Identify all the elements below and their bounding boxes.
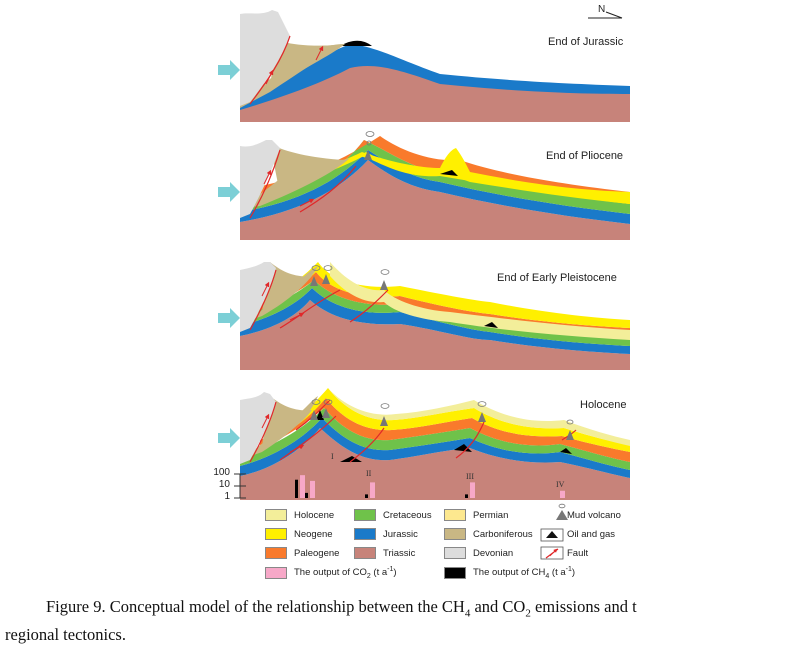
scale-tick-10: 10 <box>218 479 230 490</box>
ch4-bar-1 <box>295 479 298 498</box>
legend-label-carboniferous: Carboniferous <box>473 528 533 540</box>
stage-label-early-pleistocene: End of Early Pleistocene <box>497 272 617 284</box>
ch4-bar-3 <box>365 494 368 498</box>
ch4-bar-2 <box>305 492 308 498</box>
legend-cretaceous: Cretaceous <box>354 508 432 522</box>
legend-holocene: Holocene <box>265 508 334 522</box>
legend-label-permian: Permian <box>473 509 509 521</box>
legend-ch4: The output of CH4 (t a-1) <box>444 566 575 580</box>
legend-devonian: Devonian <box>444 546 513 560</box>
site-label-i: I <box>331 452 334 461</box>
legend-label-holocene: Holocene <box>294 509 335 521</box>
legend-label-neogene: Neogene <box>294 528 333 540</box>
legend-swatch-paleogene <box>265 547 287 559</box>
site-label-iii: III <box>466 472 474 481</box>
legend-label-co2: The output of CO2 (t a-1) <box>294 565 397 581</box>
co2-bar-2 <box>310 480 315 498</box>
legend-label-cretaceous: Cretaceous <box>383 509 432 521</box>
site-label-ii: II <box>366 469 372 478</box>
legend-label-triassic: Triassic <box>383 547 416 559</box>
compression-arrows <box>218 60 240 448</box>
legend-paleogene: Paleogene <box>265 546 339 560</box>
legend-swatch-neogene <box>265 528 287 540</box>
legend-jurassic: Jurassic <box>354 527 418 541</box>
legend-swatch-holocene <box>265 509 287 521</box>
legend-swatch-cretaceous <box>354 509 376 521</box>
north-label: N <box>598 4 606 15</box>
caption-line-1: Figure 9. Conceptual model of the relati… <box>46 597 637 620</box>
legend-swatch-permian <box>444 509 466 521</box>
legend-swatch-carboniferous <box>444 528 466 540</box>
legend-label-ch4: The output of CH4 (t a-1) <box>473 565 576 581</box>
site-label-iv: IV <box>556 480 565 489</box>
legend-swatch-devonian <box>444 547 466 559</box>
legend-permian: Permian <box>444 508 508 522</box>
stage-label-pliocene: End of Pliocene <box>546 150 624 162</box>
legend-swatch-co2 <box>265 567 287 579</box>
emission-bars <box>295 475 565 498</box>
legend-swatch-triassic <box>354 547 376 559</box>
legend-neogene: Neogene <box>265 527 333 541</box>
legend-label-paleogene: Paleogene <box>294 547 340 559</box>
legend-triassic: Triassic <box>354 546 415 560</box>
legend-carboniferous: Carboniferous <box>444 527 533 541</box>
panel-end-of-early-pleistocene <box>240 262 630 370</box>
panel-end-of-pliocene <box>240 131 630 240</box>
co2-bar-3 <box>370 482 375 498</box>
legend-swatch-ch4 <box>444 567 466 579</box>
stage-label-jurassic: End of Jurassic <box>548 36 624 48</box>
panel-holocene <box>234 388 630 500</box>
panel-end-of-jurassic <box>240 10 630 122</box>
ch4-bar-4 <box>465 494 468 498</box>
north-arrow-icon <box>588 11 623 19</box>
legend-oil-gas: Oil and gas <box>567 527 615 541</box>
co2-bar-5 <box>560 490 565 498</box>
legend-symbols <box>540 503 568 560</box>
legend-label-oil-gas: Oil and gas <box>567 528 616 540</box>
tectonic-model-figure <box>218 10 630 560</box>
caption-line-2: regional tectonics. <box>5 625 126 644</box>
co2-bar-1 <box>300 475 305 498</box>
legend-fault: Fault <box>567 546 588 560</box>
legend-label-jurassic: Jurassic <box>383 528 418 540</box>
legend-label-mud-volcano: Mud volcano <box>567 509 621 521</box>
legend-mud-volcano: Mud volcano <box>567 508 621 522</box>
legend-co2: The output of CO2 (t a-1) <box>265 566 397 580</box>
legend-label-devonian: Devonian <box>473 547 514 559</box>
legend-label-fault: Fault <box>567 547 589 559</box>
stage-label-holocene: Holocene <box>580 399 627 411</box>
scale-tick-100: 100 <box>213 467 230 478</box>
scale-tick-1: 1 <box>224 491 230 502</box>
co2-bar-4 <box>470 482 475 498</box>
legend-swatch-jurassic <box>354 528 376 540</box>
